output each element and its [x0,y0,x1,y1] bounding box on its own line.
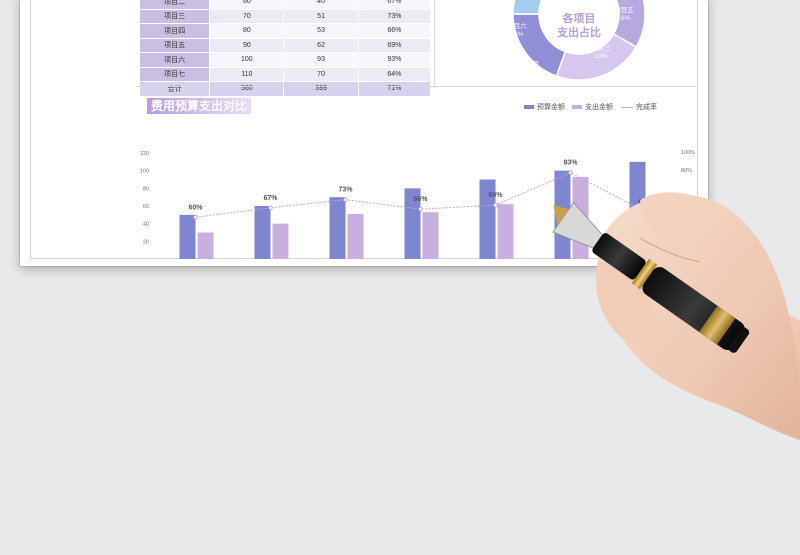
table-cell-budget: 100 [209,52,285,68]
table-cell-name: 合计 [138,81,211,97]
donut-slice-name: 项目六 [507,21,527,30]
section-divider [434,0,435,86]
donut-center-label-2: 支出占比 [556,25,601,39]
table-total-row: 合计 560 399 71% [138,81,432,97]
table-cell-budget: 60 [209,0,285,10]
rate-point [193,214,198,220]
donut-slice-percent: 16% [617,15,630,22]
table-cell-rate: 71% [357,81,432,97]
legend-budget-swatch [524,105,534,110]
knuckle-crease [639,237,701,263]
rate-data-label: 93% [563,160,578,167]
pen-nib-tip [553,205,570,226]
finger-index [640,192,712,248]
pen-gold-band [631,258,658,290]
table-cell-budget: 110 [209,66,285,82]
pen-cap-ring [699,305,736,345]
bar-budget [479,179,496,259]
table-cell-rate: 93% [357,52,432,68]
table-cell-rate: 67% [357,0,432,10]
rate-data-label: 69% [488,192,503,199]
y-tick-label: 100 [140,169,149,175]
bar-expense [347,213,364,259]
donut-slice-name: 项目三 [591,44,611,52]
legend-rate: 完成率 [621,102,657,112]
donut-slice-name: 项目四 [519,60,539,68]
y-tick-label: 120 [140,151,149,157]
fountain-pen [552,201,750,353]
chart-title: 费用预算支出对比 [147,98,252,114]
rate-point [493,202,498,208]
donut-slice-name: 项目五 [614,6,634,14]
rate-point [268,205,273,211]
donut-slice-percent: 13% [522,69,535,76]
table-cell-rate: 69% [357,37,432,53]
table-cell-expense: 53 [283,23,359,39]
rate-data-label: 66% [413,196,428,203]
bar-expense [497,204,514,259]
legend-expense: 支出金额 [572,102,613,112]
table-row: 项目五 90 62 69% [138,37,432,53]
legend-budget-label: 预算金额 [537,104,565,111]
y2-tick-label: 100% [681,150,695,156]
legend-expense-label: 支出金额 [585,104,613,111]
y-tick-label: 20 [143,239,149,245]
table-cell-budget: 560 [209,81,285,97]
y-tick-label: 40 [143,222,149,228]
table-row: 项目七 110 70 64% [138,66,432,82]
pen-grip [592,233,646,280]
rate-data-label: 73% [338,187,353,194]
bar-expense [272,223,289,259]
rate-data-label: 67% [263,195,278,202]
bar-budget [179,214,196,259]
donut-center-label-1: 各项目 [562,11,596,25]
table-cell-budget: 80 [209,23,285,39]
rate-point [343,197,348,202]
table-cell-name: 项目五 [138,37,211,53]
y-tick-label: 80 [143,186,149,192]
bar-expense [197,232,214,259]
rate-point [568,170,573,175]
legend-budget: 预算金额 [524,102,565,112]
table-cell-name: 项目七 [138,66,211,82]
bar-budget [329,197,346,259]
donut-slice-percent: 23% [510,31,523,38]
donut-slice-percent: 13% [594,53,607,60]
table-cell-name: 项目四 [138,23,211,39]
table-row: 项目二 60 40 67% [138,0,432,10]
bar-budget [404,188,421,259]
table-row: 项目四 80 53 66% [138,23,432,39]
table-cell-expense: 399 [283,81,359,97]
donut-slice [512,0,543,15]
legend-rate-line [621,106,633,108]
bar-expense [422,212,439,259]
donut-slice [555,32,638,81]
y-tick-label: 60 [143,204,149,210]
thumb [596,262,670,349]
section-divider-horizontal [136,86,696,87]
bar-budget [254,206,271,259]
table-cell-name: 项目三 [138,8,211,24]
y2-tick-label: 80% [681,168,692,174]
legend-rate-label: 完成率 [636,104,657,111]
legend-expense-swatch [572,105,582,110]
pen-end-cap [728,327,750,353]
table-cell-budget: 70 [209,8,285,24]
rate-point [418,206,423,212]
data-table: 项目二 60 40 67% 项目三 70 51 73% 项目四 80 53 66% 项目五 90 62 69%… [138,0,432,97]
rate-data-label: 60% [188,204,203,211]
